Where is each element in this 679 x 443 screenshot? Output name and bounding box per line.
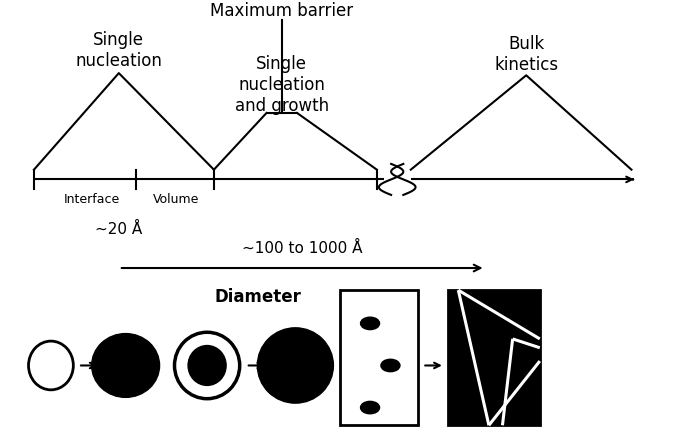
Ellipse shape [361,317,380,330]
Bar [448,290,540,425]
Ellipse shape [29,341,73,390]
Ellipse shape [175,332,240,399]
Ellipse shape [381,359,400,372]
Text: Diameter: Diameter [215,288,301,306]
Ellipse shape [361,401,380,414]
Text: Volume: Volume [153,193,200,206]
Bar [340,290,418,425]
Text: Interface: Interface [64,193,120,206]
Text: Maximum barrier: Maximum barrier [210,2,353,20]
Ellipse shape [92,334,160,397]
Text: Bulk
kinetics: Bulk kinetics [494,35,558,74]
Ellipse shape [188,346,226,385]
Ellipse shape [257,328,333,403]
Text: ~20 Å: ~20 Å [95,222,143,237]
Text: Single
nucleation: Single nucleation [75,31,162,70]
Text: Single
nucleation
and growth: Single nucleation and growth [235,55,329,115]
Text: ~100 to 1000 Å: ~100 to 1000 Å [242,241,363,256]
